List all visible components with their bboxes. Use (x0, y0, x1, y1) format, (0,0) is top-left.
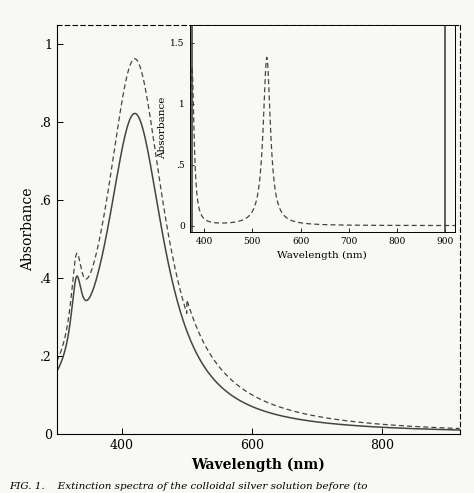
X-axis label: Wavelength (nm): Wavelength (nm) (277, 251, 367, 260)
Y-axis label: Absorbance: Absorbance (158, 97, 167, 159)
X-axis label: Wavelength (nm): Wavelength (nm) (191, 457, 325, 472)
Y-axis label: Absorbance: Absorbance (20, 187, 35, 271)
Text: FIG. 1.    Extinction spectra of the colloidal silver solution before (to: FIG. 1. Extinction spectra of the colloi… (9, 481, 368, 491)
